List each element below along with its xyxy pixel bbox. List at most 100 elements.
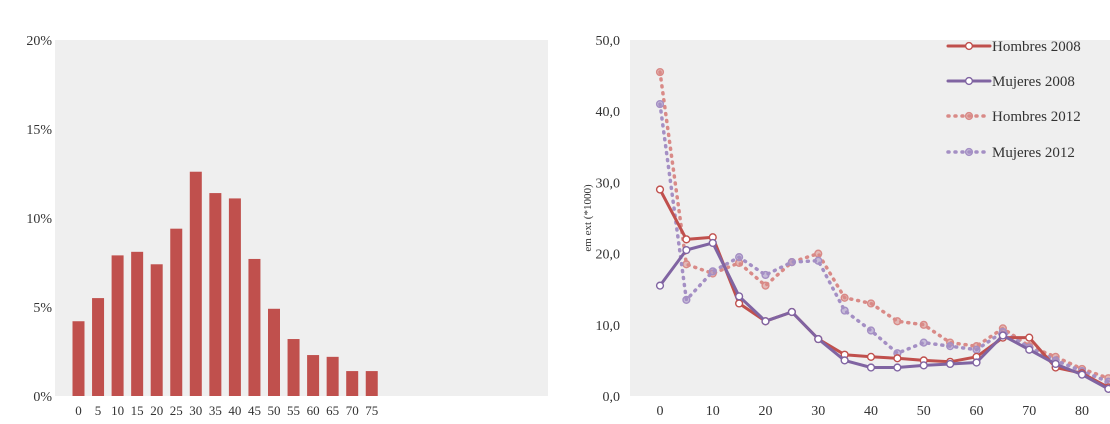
y-axis-label: em ext (*1000) [582,184,594,252]
x-tick-label: 10 [706,404,720,419]
series-point [919,320,928,329]
legend-label: Mujeres 2008 [992,74,1075,90]
series-point [761,281,770,290]
series-point [919,338,928,347]
series-point [893,363,902,372]
y-tick-label: 15% [26,123,52,138]
x-tick-label: 70 [346,403,359,418]
series-point [893,354,902,363]
series-point [972,358,981,367]
series-point [761,270,770,280]
bar [150,264,163,396]
x-tick-label: 5 [95,403,102,418]
y-tick-label: 30,0 [596,176,621,191]
series-point [946,342,955,351]
series-point [655,67,665,77]
y-tick-label: 50,0 [596,34,621,49]
legend: Hombres 2008 Mujeres 2008 Hombres 2012 Muje… [946,39,1081,161]
series-point [998,331,1007,340]
series-point [735,292,744,301]
series-point [1104,384,1110,393]
x-tick-label: 60 [307,403,320,418]
y-tick-label: 40,0 [596,105,621,120]
series-point [814,256,823,265]
legend-marker [964,41,974,51]
series-point [814,334,823,344]
x-tick-label: 0 [657,404,664,419]
series-point [682,235,691,244]
series-point [840,306,849,315]
series-point [866,352,876,361]
bar [287,339,300,396]
x-tick-label: 30 [189,403,202,418]
series-point [735,299,744,308]
y-tick-label: 10,0 [596,319,621,334]
y-tick-label: 20% [26,34,52,49]
series-line [658,70,1110,380]
x-tick-label: 25 [170,403,183,418]
series-point [735,253,744,262]
x-tick-label: 65 [326,403,339,418]
bar [346,371,359,396]
series-point [682,260,691,269]
legend-label: Hombres 2012 [992,109,1081,125]
series-point [814,249,823,258]
bar [72,321,85,396]
series-point [708,238,717,248]
legend-label: Hombres 2008 [992,39,1081,55]
x-tick-label: 50 [917,404,931,419]
x-tick-label: 40 [864,404,878,419]
series-point [787,258,796,267]
x-tick-label: 75 [365,403,378,418]
series-mujeres-2008 [655,238,1110,393]
series-point [655,281,665,290]
legend-marker [964,76,974,86]
y-tick-label: 0% [33,390,52,405]
bar [307,355,320,396]
series-point [655,99,665,109]
bar [248,258,261,396]
legend-marker [964,111,974,121]
series-point [866,326,876,335]
series-point [893,317,902,326]
x-tick-label: 55 [287,403,300,418]
x-tick-label: 50 [268,403,281,418]
x-tick-label: 70 [1022,404,1036,419]
x-tick-label: 40 [228,403,241,418]
y-tick-label: 0,0 [603,390,621,405]
x-tick-label: 45 [248,403,261,418]
bar [170,228,183,396]
bar [189,171,202,396]
x-tick-label: 60 [970,404,984,419]
series-point [972,345,981,354]
series-point [1077,370,1087,379]
bar [326,356,339,396]
series-point [1025,345,1034,354]
x-tick-label: 0 [75,403,82,418]
series-point [840,356,849,365]
series-point [761,317,770,326]
x-tick-label: 80 [1075,404,1089,419]
line-chart-panel: 0,0 10,0 20,0 30,0 40,0 50,0 0 10 20 30 40 50 60 70 80… [582,34,1110,419]
legend-marker [964,147,974,157]
series-point [655,185,665,194]
series-point [682,295,691,304]
bar-chart-panel: 0% 5% 10% 15% 20% 0 5 10 15 20 25 30 35 40 45 50 55 60 65 7… [26,34,548,418]
series-point [708,267,717,276]
x-tick-label: 20 [150,403,163,418]
bar [228,198,241,396]
bar [268,308,280,396]
y-tick-label: 20,0 [596,248,621,263]
plot-area [55,40,548,396]
y-tick-label: 5% [33,301,52,316]
bar [92,298,105,396]
series-point [866,363,876,372]
x-tick-label: 20 [759,404,773,419]
x-tick-label: 35 [209,403,222,418]
series-point [866,299,876,308]
series-point [919,361,928,370]
bar [111,255,124,396]
series-line [658,241,1110,391]
series-line [658,102,1110,384]
bar [209,193,222,396]
